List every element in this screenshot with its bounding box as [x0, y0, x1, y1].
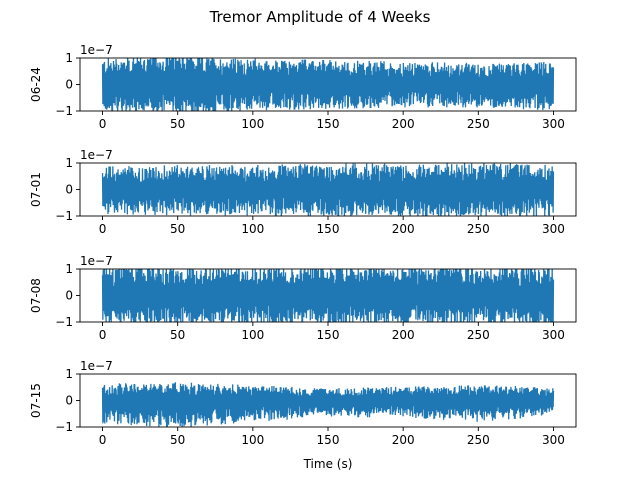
x-tick-label: 200	[392, 222, 415, 236]
x-tick-label: 0	[99, 328, 107, 342]
series-trace-07-01	[101, 163, 555, 216]
subplot-07-08: 0 50 100 150 200 250 300 −1 0 1 1e−7 07-08	[29, 254, 577, 342]
series-trace-07-08	[101, 269, 555, 322]
figure-title: Tremor Amplitude of 4 Weeks	[209, 8, 431, 26]
y-tick-label: 0	[65, 289, 73, 303]
x-tick-label: 150	[317, 433, 340, 447]
y-tick-label: 0	[65, 183, 73, 197]
y-axis-label: 06-24	[29, 67, 43, 102]
x-tick-label: 100	[241, 222, 264, 236]
series-trace-06-24	[101, 58, 555, 111]
x-tick-label: 100	[241, 328, 264, 342]
series-trace-07-15	[101, 382, 555, 427]
x-tick-label: 200	[392, 433, 415, 447]
x-tick-label: 0	[99, 222, 107, 236]
x-tick-label: 200	[392, 328, 415, 342]
y-tick-label: 0	[65, 394, 73, 408]
y-axis-label: 07-15	[29, 383, 43, 418]
x-tick-label: 250	[467, 222, 490, 236]
subplot-06-24: 0 50 100 150 200 250 300 −1 0 1 1e−7 06-24	[29, 43, 577, 131]
y-tick-label: 1	[65, 51, 73, 65]
x-tick-label: 250	[467, 328, 490, 342]
y-axis-label: 07-08	[29, 278, 43, 313]
y-tick-label: −1	[55, 209, 73, 223]
y-axis-label: 07-01	[29, 172, 43, 207]
x-tick-label: 0	[99, 433, 107, 447]
x-tick-label: 0	[99, 117, 107, 131]
x-tick-label: 50	[170, 433, 185, 447]
y-offset-text: 1e−7	[80, 148, 113, 162]
x-tick-label: 150	[317, 328, 340, 342]
x-tick-label: 300	[542, 222, 565, 236]
subplot-07-01: 0 50 100 150 200 250 300 −1 0 1 1e−7 07-01	[29, 148, 577, 236]
y-offset-text: 1e−7	[80, 359, 113, 373]
x-tick-label: 50	[170, 117, 185, 131]
y-tick-label: −1	[55, 315, 73, 329]
x-tick-label: 150	[317, 117, 340, 131]
x-tick-label: 100	[241, 433, 264, 447]
y-tick-label: 1	[65, 367, 73, 381]
x-tick-label: 300	[542, 433, 565, 447]
x-tick-label: 250	[467, 117, 490, 131]
y-tick-label: −1	[55, 104, 73, 118]
x-tick-label: 50	[170, 222, 185, 236]
x-tick-label: 100	[241, 117, 264, 131]
x-tick-label: 300	[542, 117, 565, 131]
y-tick-label: 0	[65, 78, 73, 92]
x-axis-label: Time (s)	[303, 457, 353, 471]
x-tick-label: 250	[467, 433, 490, 447]
y-offset-text: 1e−7	[80, 254, 113, 268]
y-tick-label: 1	[65, 262, 73, 276]
x-tick-label: 150	[317, 222, 340, 236]
subplot-07-15: 0 50 100 150 200 250 300 −1 0 1 1e−7 07-15	[29, 359, 577, 447]
x-tick-label: 300	[542, 328, 565, 342]
x-tick-label: 200	[392, 117, 415, 131]
y-tick-label: −1	[55, 420, 73, 434]
x-tick-label: 50	[170, 328, 185, 342]
y-offset-text: 1e−7	[80, 43, 113, 57]
y-tick-label: 1	[65, 156, 73, 170]
